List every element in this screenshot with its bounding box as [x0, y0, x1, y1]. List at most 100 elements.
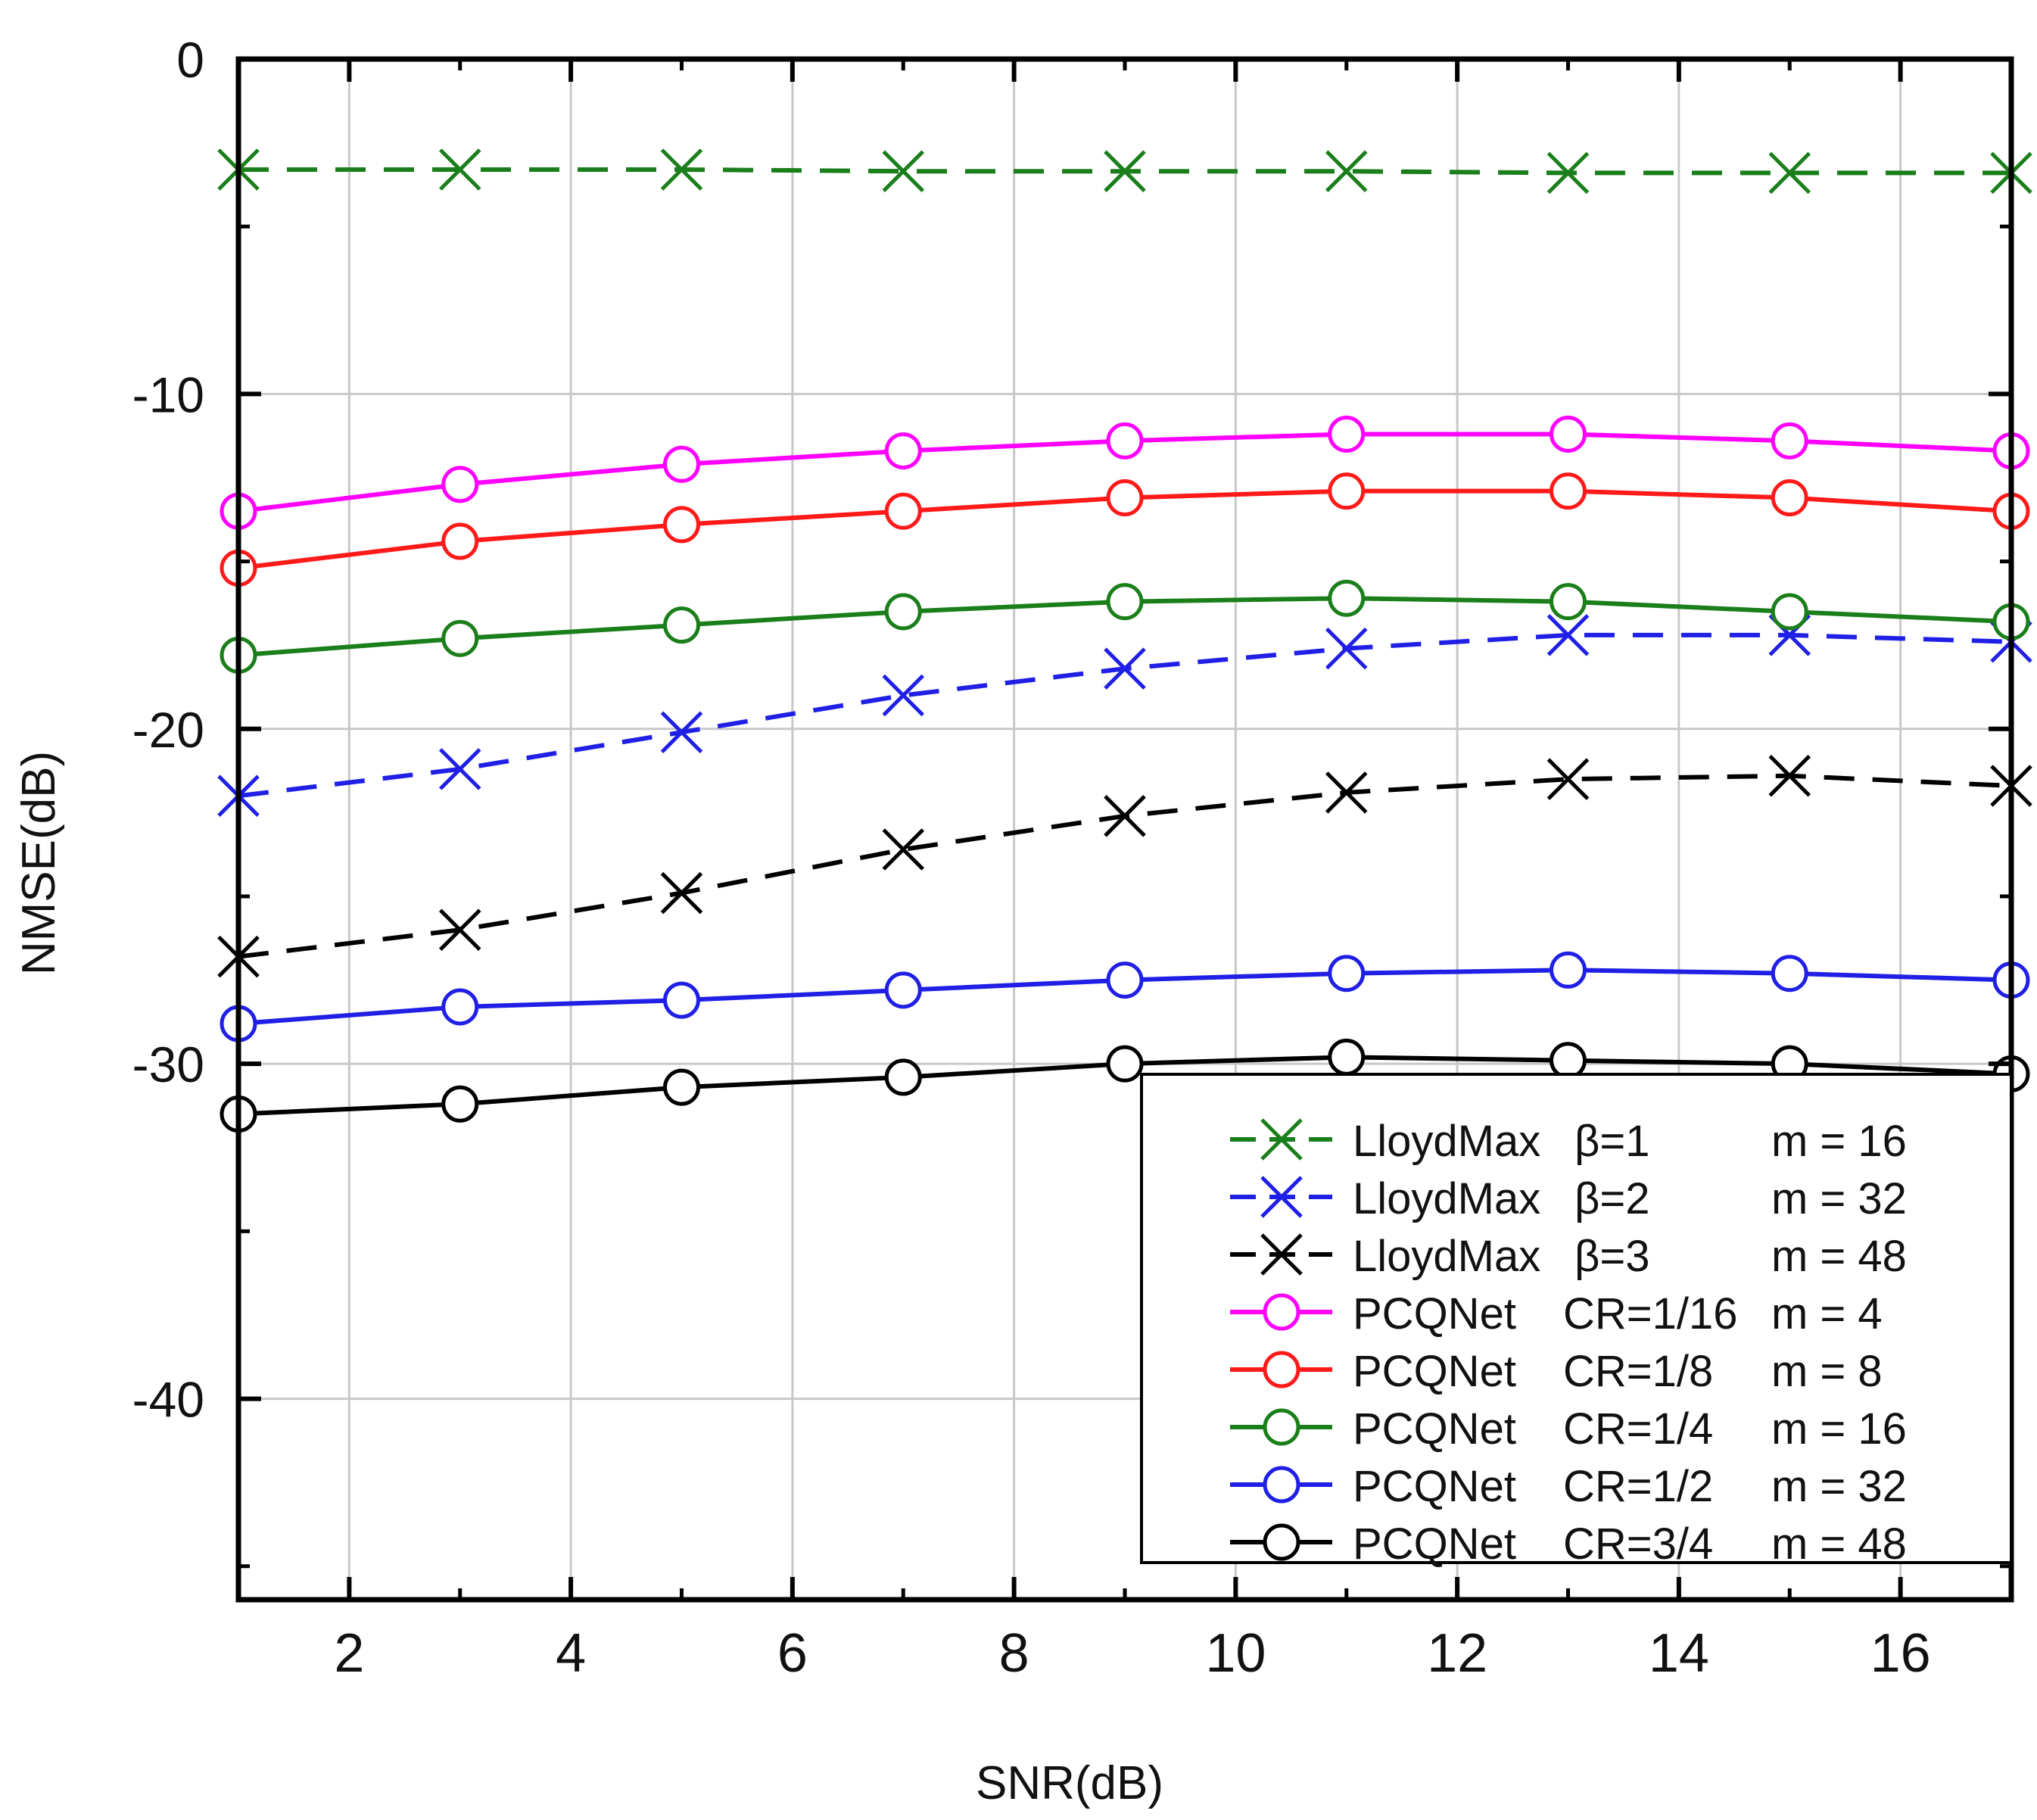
legend-marker	[1263, 1293, 1300, 1331]
legend-name: PCQNet	[1353, 1404, 1516, 1454]
series-1	[217, 614, 2032, 818]
data-point	[884, 1058, 922, 1096]
data-point-stroke-b	[1546, 758, 1590, 800]
data-point	[1550, 415, 1587, 453]
data-point	[1325, 150, 1368, 192]
legend-m-value: m = 16	[1771, 1117, 1907, 1166]
series-4	[220, 472, 2030, 587]
data-point	[663, 981, 700, 1019]
legend-marker	[1263, 1466, 1300, 1504]
legend-marker-stroke-b	[1260, 1233, 1303, 1276]
data-point	[663, 1068, 700, 1106]
legend-param: CR=1/8	[1563, 1347, 1713, 1396]
series-3	[220, 415, 2030, 530]
data-point-stroke-b	[1104, 150, 1146, 192]
legend-name: PCQNet	[1353, 1347, 1516, 1396]
data-point-stroke-b	[882, 828, 925, 871]
data-point-stroke-b	[1546, 614, 1590, 656]
data-point	[884, 432, 922, 470]
data-point-stroke-b	[660, 148, 703, 191]
legend-marker	[1263, 1351, 1300, 1388]
data-point	[1546, 758, 1590, 800]
x-tick-label: 14	[1649, 1623, 1709, 1684]
axes: 2 4 6 8 10 12 14 16 0 -10 -20 -30 -40	[132, 32, 2014, 1684]
legend-name: PCQNet	[1353, 1289, 1516, 1339]
legend-item: LloydMax β=3 m = 48	[1230, 1232, 1907, 1281]
series-2	[217, 754, 2032, 978]
x-tick-label: 16	[1870, 1623, 1931, 1684]
data-point	[1771, 593, 1808, 631]
data-point	[1771, 422, 1808, 460]
data-point	[441, 988, 479, 1026]
data-point	[882, 150, 925, 192]
x-tick-label: 4	[556, 1623, 586, 1684]
data-point	[441, 466, 479, 503]
x-tick-label: 10	[1205, 1623, 1266, 1684]
legend-m-value: m = 16	[1771, 1404, 1907, 1454]
data-point	[1328, 472, 1366, 510]
data-point	[1328, 415, 1366, 453]
data-point	[438, 748, 481, 790]
legend-param: CR=3/4	[1563, 1519, 1713, 1569]
x-tick-label: 2	[334, 1623, 364, 1684]
legend-marker	[1263, 1523, 1300, 1561]
data-point	[884, 593, 922, 631]
data-point	[660, 148, 703, 191]
data-point	[1106, 583, 1144, 621]
data-point	[882, 674, 925, 717]
data-point	[1546, 614, 1590, 656]
x-tick-label: 6	[777, 1623, 808, 1684]
legend-marker-stroke-b	[1260, 1118, 1303, 1161]
data-point	[660, 871, 703, 915]
data-point-stroke-b	[1104, 647, 1146, 690]
legend-name: LloydMax	[1353, 1174, 1540, 1223]
data-point	[1104, 795, 1146, 837]
legend-item: PCQNet CR=1/2 m = 32	[1230, 1462, 1907, 1511]
legend-marker	[1260, 1233, 1303, 1276]
data-point	[1328, 1038, 1366, 1076]
data-point	[1106, 422, 1144, 460]
legend-m-value: m = 32	[1771, 1462, 1907, 1511]
legend-name: LloydMax	[1353, 1232, 1540, 1281]
plot-frame	[235, 56, 2014, 1603]
data-point-stroke-b	[1768, 754, 1811, 797]
data-point	[882, 828, 925, 871]
legend-param: CR=1/16	[1563, 1289, 1738, 1339]
y-tick-label: 0	[176, 32, 204, 88]
legend-m-value: m = 32	[1771, 1174, 1907, 1223]
data-point	[1546, 151, 1590, 195]
data-point-stroke-b	[1325, 150, 1368, 192]
legend-marker	[1263, 1408, 1300, 1446]
data-point-stroke-b	[438, 148, 481, 191]
series-6	[220, 951, 2030, 1042]
legend-item: PCQNet CR=1/4 m = 16	[1230, 1404, 1907, 1454]
legend-marker	[1260, 1118, 1303, 1161]
data-point	[1550, 472, 1587, 510]
series-7	[220, 1038, 2030, 1133]
data-point	[1106, 479, 1144, 517]
legend-name: PCQNet	[1353, 1519, 1516, 1569]
data-point	[1328, 579, 1366, 617]
data-point	[1550, 583, 1587, 621]
data-point-stroke-b	[1546, 151, 1590, 195]
legend-param: CR=1/4	[1563, 1404, 1713, 1454]
data-point	[1104, 150, 1146, 192]
y-tick-label: -30	[132, 1036, 204, 1092]
data-point	[1328, 955, 1366, 993]
x-tick-label: 8	[999, 1623, 1029, 1684]
data-point	[663, 606, 700, 644]
data-point	[1768, 754, 1811, 797]
series-layer	[217, 148, 2032, 1133]
data-point	[1325, 771, 1368, 814]
x-axis-title: SNR(dB)	[976, 1757, 1163, 1809]
legend-param: β=2	[1574, 1174, 1650, 1223]
data-point	[663, 445, 700, 483]
data-point	[660, 711, 703, 753]
data-point	[884, 971, 922, 1009]
data-point	[1106, 961, 1144, 999]
data-point	[663, 506, 700, 544]
data-point	[1325, 627, 1368, 670]
legend-param: β=3	[1574, 1232, 1650, 1281]
y-axis-title: NMSE(dB)	[13, 751, 65, 975]
data-point	[1106, 1045, 1144, 1083]
